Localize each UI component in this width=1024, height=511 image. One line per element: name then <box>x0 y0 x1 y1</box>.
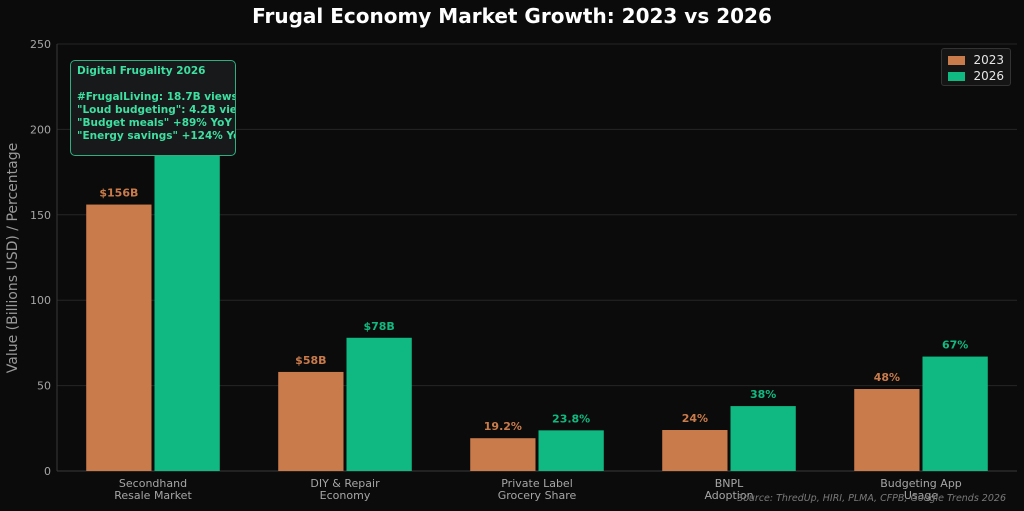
bar-2023-2 <box>470 438 536 471</box>
y-tick-label: 200 <box>30 123 51 136</box>
x-tick-label-line: Resale Market <box>114 489 192 502</box>
x-tick-label-line: Budgeting App <box>880 477 962 490</box>
bar-label-2023-2: 19.2% <box>484 420 522 433</box>
x-tick-label-line: Grocery Share <box>498 489 577 502</box>
bar-label-2023-4: 48% <box>874 371 900 384</box>
bar-2023-1 <box>278 371 344 471</box>
bar-label-2023-3: 24% <box>682 412 708 425</box>
y-tick-label: 50 <box>37 380 51 393</box>
legend: 2023 2026 <box>941 48 1011 86</box>
bar-2026-1 <box>346 337 412 471</box>
x-tick-label: Budgeting App Usage <box>880 477 962 502</box>
x-tick-label: Private Label Grocery Share <box>498 477 577 502</box>
source-note: Source: ThredUp, HIRI, PLMA, CFPB, Googl… <box>737 493 1006 504</box>
legend-label-2026: 2026 <box>973 69 1004 83</box>
x-tick-label-line: DIY & Repair <box>310 477 380 490</box>
x-tick-label-line: Economy <box>320 489 371 502</box>
bar-label-2026-2: 23.8% <box>552 412 590 425</box>
digital-frugality-annotation: Digital Frugality 2026 #FrugalLiving: 18… <box>70 60 236 156</box>
bar-2026-2 <box>538 430 604 471</box>
bar-label-2026-1: $78B <box>363 320 394 333</box>
legend-swatch-2023 <box>948 55 966 65</box>
bar-label-2026-4: 67% <box>942 339 968 352</box>
x-tick-label-line: Adoption <box>704 489 753 502</box>
bar-label-2023-1: $58B <box>295 354 326 367</box>
bar-2026-0 <box>154 112 220 471</box>
legend-swatch-2026 <box>948 71 966 81</box>
x-tick-label-line: BNPL <box>715 477 744 490</box>
legend-item-2026: 2026 <box>948 68 1004 84</box>
bar-label-2026-3: 38% <box>750 388 776 401</box>
bar-2026-4 <box>922 356 988 471</box>
bar-label-2023-0: $156B <box>99 187 138 200</box>
y-tick-label: 250 <box>30 38 51 51</box>
x-tick-label: BNPL Adoption <box>704 477 753 502</box>
y-tick-label: 0 <box>44 465 51 478</box>
chart-title: Frugal Economy Market Growth: 2023 vs 20… <box>252 4 772 28</box>
x-tick-label: Secondhand Resale Market <box>114 477 192 502</box>
y-tick-label: 150 <box>30 209 51 222</box>
x-tick-label-line: Private Label <box>501 477 573 490</box>
bar-2023-0 <box>86 204 152 471</box>
y-tick-label: 100 <box>30 294 51 307</box>
x-tick-label-line: Secondhand <box>119 477 187 490</box>
bar-2026-3 <box>730 406 796 471</box>
legend-label-2023: 2023 <box>973 53 1004 67</box>
x-tick-label-line: Usage <box>904 489 939 502</box>
x-tick-label: DIY & Repair Economy <box>310 477 380 502</box>
bar-2023-4 <box>854 389 920 471</box>
bar-2023-3 <box>662 430 728 471</box>
legend-item-2023: 2023 <box>948 52 1004 68</box>
